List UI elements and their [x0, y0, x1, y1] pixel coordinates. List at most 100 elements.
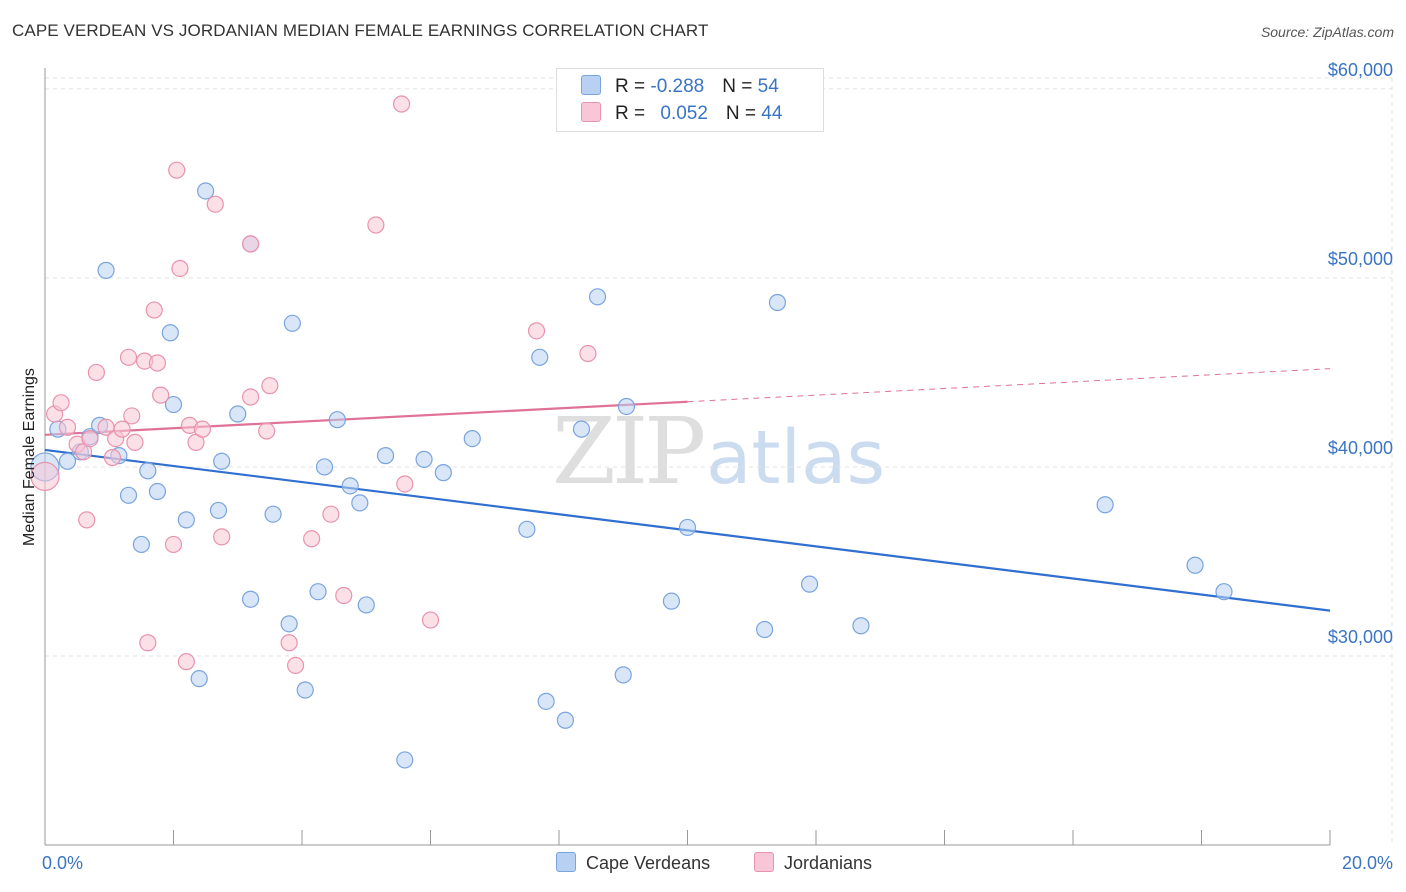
bottom-legend-label: Jordanians: [784, 853, 873, 873]
cape-verdean-point: [213, 452, 231, 470]
legend-swatch-blue: [581, 75, 601, 95]
cape-verdean-point: [1215, 583, 1233, 601]
jordanian-point: [78, 511, 96, 529]
cape-verdean-point: [283, 314, 301, 332]
cape-verdean-point: [588, 288, 607, 306]
axis-labels: $30,000 $40,000 $50,000 $60,000 0.0% 20.0% Med…: [21, 60, 1393, 873]
jordanian-point: [87, 363, 106, 382]
watermark: ZIPatlas: [552, 398, 885, 505]
cape-verdean-point: [662, 592, 681, 610]
cape-verdean-point: [264, 505, 282, 523]
legend-r-value: 0.052: [660, 103, 708, 124]
cape-verdean-point: [229, 405, 247, 423]
cape-verdean-point: [132, 535, 150, 554]
bottom-legend-jordanians: Jordanians: [754, 852, 872, 874]
jordanian-point: [335, 586, 353, 605]
cape-verdean-point: [161, 324, 179, 342]
jordanian-point: [171, 259, 189, 278]
legend-row-jordanians: R = 0.052 N = 44: [581, 102, 782, 128]
cape-verdean-point: [531, 348, 549, 366]
cape-verdean-point: [396, 751, 414, 769]
cape-verdean-point: [164, 395, 183, 414]
jordanian-point: [258, 422, 276, 440]
cape-verdean-point: [678, 518, 697, 537]
cape-verdean-point: [434, 464, 452, 482]
legend-row-cape-verdeans: R = -0.288 N = 54: [581, 75, 779, 101]
cape-verdean-point: [614, 666, 632, 684]
jordanian-point: [206, 195, 224, 213]
jordanian-point: [177, 653, 195, 671]
cape-verdean-point: [852, 617, 870, 635]
cape-verdean-point: [537, 692, 555, 710]
x-tick-label: 20.0%: [1342, 853, 1393, 873]
legend-r-label: R =: [615, 76, 651, 97]
legend-n-value: 54: [757, 76, 779, 97]
trend-lines: [44, 368, 1331, 612]
cape-verdean-point: [800, 575, 819, 593]
y-tick-label: $50,000: [1328, 249, 1393, 269]
jordanian-point: [367, 216, 385, 234]
jordanian-point: [164, 535, 183, 554]
cape-verdean-point: [197, 182, 215, 200]
cape-verdean-point: [242, 590, 260, 608]
cape-verdean-point: [139, 462, 157, 480]
jordanian-trend-line-extension: [687, 368, 1331, 403]
legend-n-label: N =: [725, 103, 762, 124]
jordanian-point: [392, 95, 411, 113]
y-tick-label: $40,000: [1328, 438, 1393, 458]
cape-verdean-point: [357, 596, 375, 614]
cape-verdean-point: [755, 620, 774, 639]
jordanian-point: [579, 344, 597, 363]
jordanian-point: [527, 322, 546, 340]
jordanian-point: [113, 420, 131, 438]
bottom-legend-swatch-blue: [556, 852, 576, 872]
jordanian-point: [58, 418, 77, 436]
cape-verdean-point: [315, 458, 334, 476]
data-points: [30, 95, 1233, 769]
cape-verdean-point: [296, 681, 314, 699]
jordanian-point: [421, 611, 440, 629]
cape-verdean-point: [351, 494, 369, 512]
watermark-zip: ZIP: [552, 398, 706, 505]
jordanian-trend-line: [44, 400, 688, 436]
jordanian-point: [119, 348, 138, 366]
cape-verdean-point: [1186, 556, 1204, 574]
legend-r-label: R =: [615, 103, 651, 124]
jordanian-point: [30, 461, 60, 492]
cape-verdean-point: [341, 477, 359, 495]
cape-verdean-point: [415, 450, 433, 468]
jordanian-point: [261, 377, 279, 395]
cape-verdean-point: [58, 452, 77, 470]
y-axis-title: Median Female Earnings: [21, 368, 38, 546]
jordanian-point: [168, 161, 186, 179]
jordanian-point: [145, 301, 163, 319]
stats-legend: R = -0.288 N = 54 R = 0.052 N = 44: [556, 68, 824, 132]
legend-swatch-pink: [581, 102, 601, 122]
jordanian-point: [396, 475, 414, 493]
cape-verdean-point: [556, 711, 575, 729]
jordanian-point: [213, 528, 231, 546]
cape-verdean-point: [768, 293, 787, 312]
cape-verdean-point: [97, 261, 115, 279]
cape-verdean-point: [209, 501, 228, 520]
jordanian-point: [126, 433, 144, 451]
cape-verdean-point: [1096, 496, 1114, 514]
cape-verdean-point: [177, 511, 195, 529]
jordanian-point: [148, 354, 167, 372]
legend-n-label: N =: [722, 76, 758, 97]
y-tick-label: $60,000: [1328, 60, 1393, 80]
cape-verdean-point: [518, 520, 536, 538]
jordanian-point: [303, 530, 321, 548]
chart-title: CAPE VERDEAN VS JORDANIAN MEDIAN FEMALE …: [12, 21, 709, 40]
jordanian-point: [322, 505, 340, 523]
cape-verdean-point: [309, 583, 327, 601]
cape-verdean-point: [463, 429, 481, 448]
cape-verdean-point: [572, 420, 591, 438]
jordanian-point: [280, 634, 298, 652]
jordanian-point: [139, 634, 157, 652]
cape-verdean-point: [148, 482, 167, 501]
watermark-atlas: atlas: [706, 415, 885, 501]
cape-verdean-point: [376, 447, 395, 465]
y-tick-label: $30,000: [1328, 627, 1393, 647]
cape-verdean-point: [190, 670, 208, 688]
